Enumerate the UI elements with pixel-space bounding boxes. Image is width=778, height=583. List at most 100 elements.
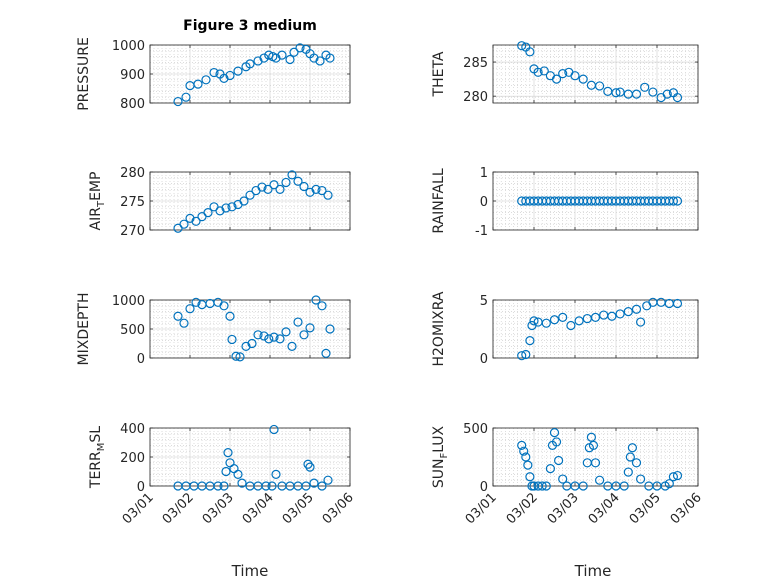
data-point [261,481,271,491]
data-point [287,341,297,351]
y-label-subscript: M [96,443,107,452]
y-tick-label: 0 [137,352,145,367]
data-point [635,474,646,484]
data-point [227,202,237,212]
y-axis-label: SUNFLUX [431,425,450,488]
data-point [315,56,325,66]
data-point [245,190,255,200]
data-point [317,185,327,196]
data-point [523,460,533,470]
data-point [553,455,564,466]
data-point [574,316,584,326]
y-label-main: TERR [88,451,104,489]
data-point [259,53,269,63]
subplot-7: 03/01 03/02 03/03 03/04 03/05 03/06 0 200 400 TER… [88,422,357,527]
x-tick-label: 03/02 [160,490,197,527]
data-point [251,185,261,196]
x-tick-label: 03/04 [586,490,623,527]
y-label-rest: EMP [88,172,104,201]
data-point [321,348,331,358]
y-tick-label: 5 [480,294,488,309]
data-point [303,459,313,469]
data-point [293,176,303,186]
subplot-4: -1 0 1 RAINFALL [431,166,699,239]
data-point [305,187,315,197]
data-point [191,216,201,226]
data-point [233,66,243,76]
data-point [299,181,309,192]
data-point [668,196,679,206]
data-point [225,311,235,321]
data-point [656,297,666,307]
y-label-rest: SL [88,426,104,443]
y-axis-label: THETA [431,51,447,97]
axes-box [492,427,699,487]
data-point [541,481,551,491]
data-point [185,213,195,223]
data-point [201,75,211,85]
data-point [631,304,642,314]
data-point [263,184,273,194]
x-tick-label: 03/04 [240,490,277,527]
data-point [179,219,189,229]
data-point [233,469,243,479]
data-point [309,53,319,63]
y-label-subscript: F [439,453,450,459]
data-point [215,206,225,216]
y-tick-label: 0 [137,480,145,495]
data-point [588,440,599,450]
axes-box [492,299,699,359]
data-point [173,96,183,107]
data-point [225,70,235,81]
data-point [241,341,251,351]
data-point [648,297,658,307]
data-point [586,80,597,90]
data-point [549,428,560,438]
data-point [537,481,547,491]
data-point [551,74,562,84]
data-point [247,338,257,349]
data-point [648,87,658,97]
data-point [529,316,539,326]
axes-box [149,427,351,487]
data-point [264,334,274,344]
subplot-2: 280 285 THETA [431,41,699,105]
y-tick-label: 0 [480,352,488,367]
y-axis-label: MIXDEPTH [76,293,92,366]
data-point [517,440,527,450]
data-point [623,467,633,477]
data-point [525,472,535,482]
data-point [627,443,638,453]
data-point [558,69,568,79]
data-point [664,479,674,489]
data-point [672,196,683,206]
data-point [619,481,629,491]
data-point [662,89,672,99]
data-point [611,88,621,98]
y-label-subscript: T [96,200,107,208]
x-tick-label: 03/05 [280,490,317,527]
data-point [253,56,263,66]
y-tick-label: 200 [120,451,145,466]
data-point [631,89,642,99]
x-axis-label-left: Time [231,562,269,580]
data-point [301,481,311,491]
y-axis-label: PRESSURE [76,37,92,111]
y-tick-label: 0 [480,195,488,210]
data-point [193,79,203,89]
data-point [640,82,650,92]
data-point [615,309,625,319]
data-point [549,315,560,325]
data-point [317,481,327,491]
data-point [521,349,531,360]
y-tick-label: 500 [120,323,145,338]
x-tick-label: 03/02 [504,490,541,527]
subplot-5: 0 500 1000 MIXDEPTH [76,293,351,367]
data-point [245,59,255,69]
data-point [635,317,646,327]
data-point [521,452,531,462]
y-label-main: AIR [88,207,104,231]
y-tick-label: 1000 [112,39,145,54]
